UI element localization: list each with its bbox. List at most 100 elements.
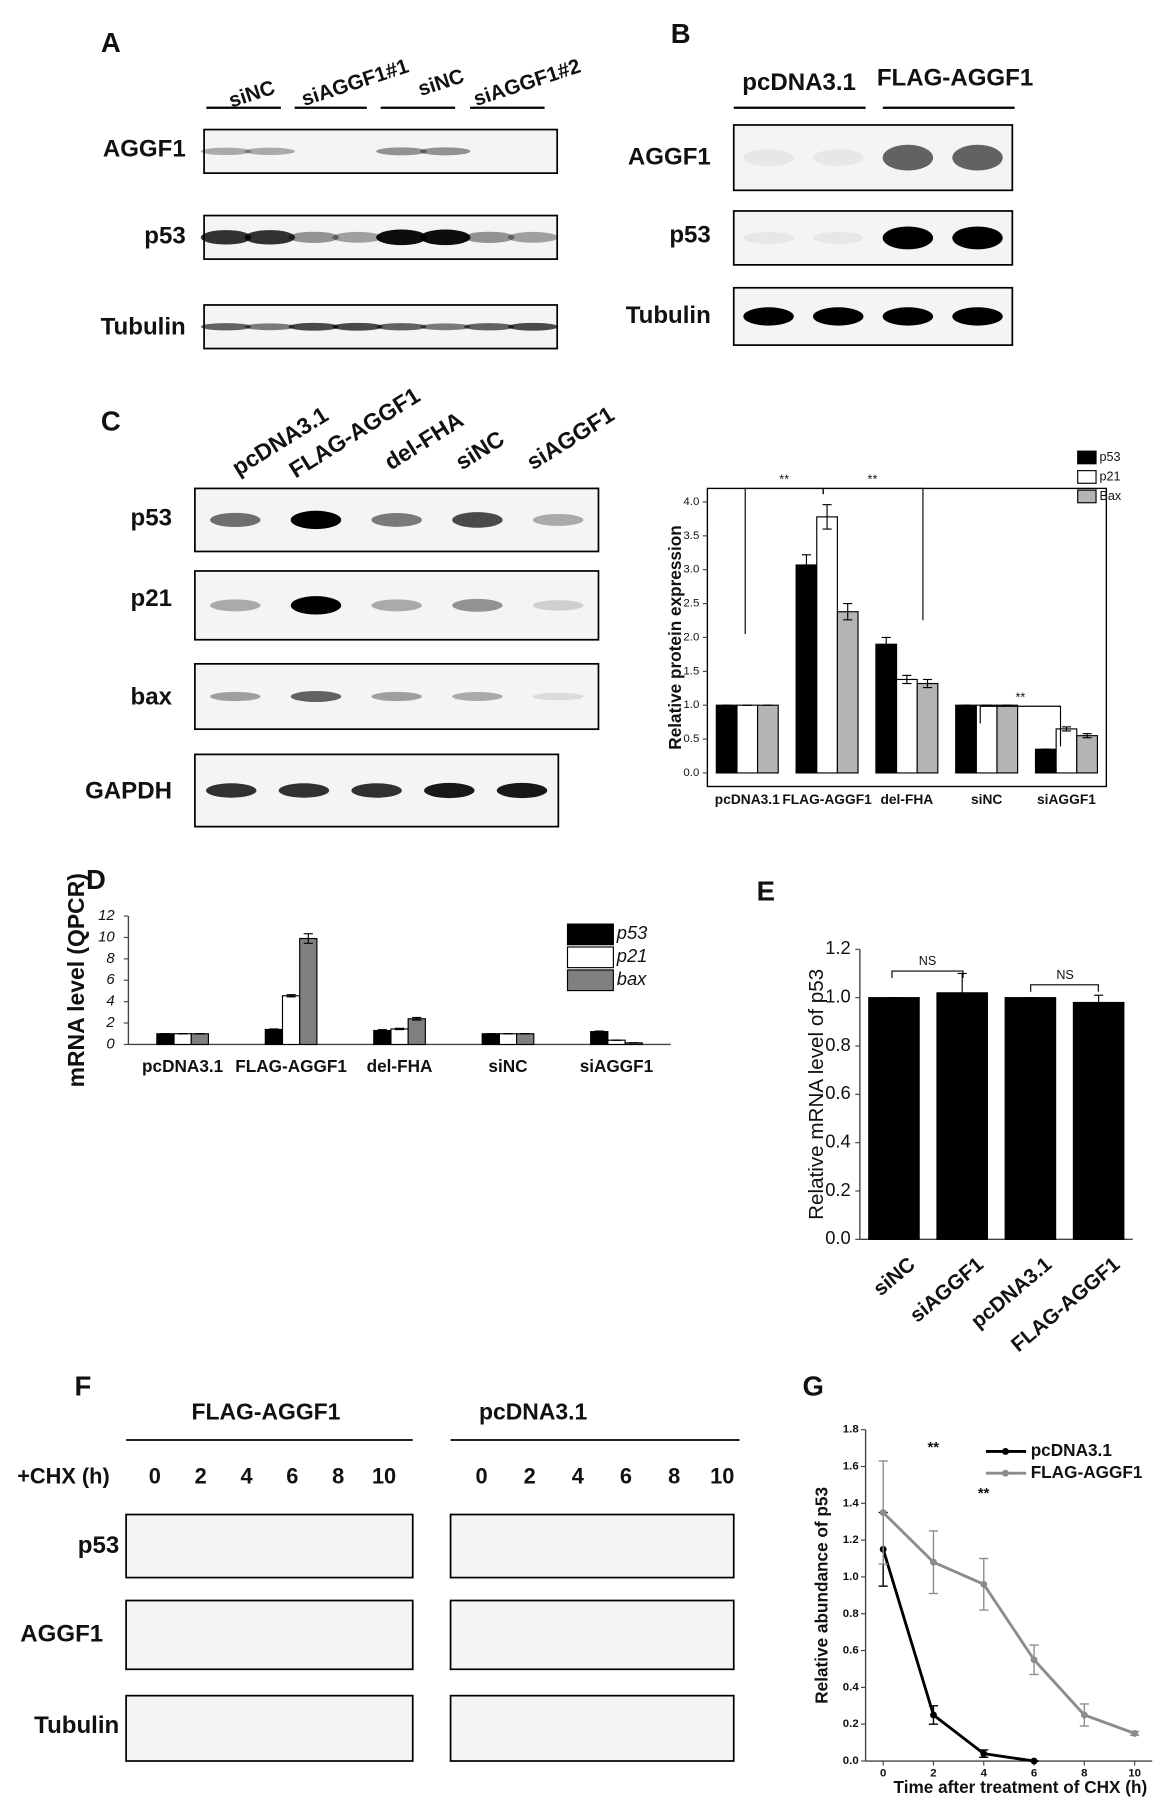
bar bbox=[1004, 997, 1057, 1240]
legend-swatch bbox=[566, 923, 614, 946]
band bbox=[743, 307, 794, 326]
y-tick-label: 3.5 bbox=[683, 530, 699, 542]
band bbox=[507, 231, 559, 243]
band bbox=[507, 322, 559, 331]
bar bbox=[1034, 748, 1057, 774]
band bbox=[813, 307, 864, 326]
error-bar bbox=[881, 636, 891, 652]
y-tick-label: 3.0 bbox=[683, 564, 699, 576]
band bbox=[290, 510, 342, 530]
x-axis-label: Time after treatment of CHX (h) bbox=[894, 1777, 1148, 1797]
row-label: Tubulin bbox=[101, 313, 186, 340]
error-bar bbox=[286, 994, 296, 998]
bar bbox=[1072, 1001, 1125, 1240]
band bbox=[288, 231, 339, 243]
y-tick-label: 1.5 bbox=[683, 665, 699, 677]
blot-frame bbox=[125, 1694, 414, 1762]
error-bar bbox=[1082, 733, 1092, 739]
band bbox=[532, 513, 584, 526]
point bbox=[1131, 1729, 1139, 1737]
lane-label: siAGGF1#1 bbox=[299, 55, 412, 111]
row-label: p53 bbox=[144, 223, 185, 250]
time-tick: 0 bbox=[475, 1464, 487, 1489]
row-label: p53 bbox=[669, 222, 710, 249]
legend-label: Bax bbox=[1099, 489, 1121, 503]
y-tick-label: 1.2 bbox=[825, 937, 850, 958]
y-tick-label: 0.0 bbox=[683, 767, 699, 779]
y-tick-label: 0.8 bbox=[843, 1608, 860, 1620]
band bbox=[424, 782, 475, 799]
bracket bbox=[822, 487, 924, 621]
point bbox=[879, 1509, 887, 1516]
panel-label: F bbox=[75, 1371, 92, 1402]
bar bbox=[936, 992, 988, 1240]
y-tick-label: 0.8 bbox=[825, 1034, 850, 1055]
bar bbox=[373, 1029, 392, 1046]
bracket bbox=[979, 705, 1062, 747]
band bbox=[200, 147, 252, 156]
band bbox=[813, 149, 864, 167]
legend-swatch bbox=[566, 946, 614, 969]
time-tick: 4 bbox=[240, 1464, 252, 1489]
row-label: bax bbox=[131, 684, 173, 711]
y-axis-label: Relative mRNA level of p53 bbox=[805, 969, 828, 1220]
error-bar bbox=[1061, 726, 1072, 732]
band bbox=[452, 692, 503, 701]
blot-frame bbox=[449, 1694, 735, 1762]
row-label: AGGF1 bbox=[628, 144, 711, 171]
band bbox=[882, 226, 934, 250]
x-tick-label: 6 bbox=[1031, 1768, 1037, 1780]
y-tick-label: 2 bbox=[105, 1015, 115, 1031]
band bbox=[532, 692, 584, 701]
y-tick-label: 1.0 bbox=[843, 1571, 859, 1583]
panel-label: C bbox=[101, 405, 121, 436]
band bbox=[952, 226, 1003, 250]
y-tick-label: 2.0 bbox=[683, 631, 699, 643]
band bbox=[290, 596, 342, 615]
time-tick: 8 bbox=[332, 1464, 344, 1489]
bar bbox=[1076, 735, 1098, 774]
y-tick-label: 8 bbox=[106, 951, 115, 967]
error-bar bbox=[922, 678, 933, 689]
time-tick: 6 bbox=[286, 1464, 298, 1489]
legend-label: pcDNA3.1 bbox=[1031, 1440, 1113, 1460]
x-tick-label: siNC bbox=[869, 1253, 920, 1301]
band bbox=[743, 149, 794, 167]
y-tick-label: 2.5 bbox=[683, 598, 699, 610]
error-bar bbox=[902, 674, 912, 685]
x-tick-label: FLAG-AGGF1 bbox=[782, 792, 872, 807]
legend-swatch bbox=[1077, 450, 1097, 465]
bar bbox=[715, 704, 738, 774]
bar bbox=[836, 611, 859, 774]
series-line bbox=[881, 1548, 1035, 1763]
bracket bbox=[1030, 984, 1099, 992]
error-bar bbox=[594, 1030, 604, 1033]
x-tick-label: del-FHA bbox=[367, 1056, 433, 1076]
x-tick-label: siNC bbox=[971, 792, 1002, 807]
y-tick-label: 0.6 bbox=[825, 1082, 850, 1103]
y-tick-label: 0.0 bbox=[825, 1227, 850, 1248]
band bbox=[351, 783, 402, 798]
bar bbox=[736, 704, 759, 774]
error-bar bbox=[303, 933, 313, 944]
y-tick-label: 10 bbox=[98, 929, 115, 945]
panel-label: B bbox=[671, 18, 691, 49]
band bbox=[463, 323, 515, 331]
annotation: ** bbox=[779, 473, 789, 487]
band bbox=[452, 512, 503, 528]
band bbox=[882, 144, 934, 171]
time-tick: 2 bbox=[524, 1464, 536, 1489]
row-label: AGGF1 bbox=[20, 1620, 103, 1647]
legend-label: p53 bbox=[616, 922, 648, 943]
bar bbox=[916, 682, 939, 774]
bar bbox=[390, 1028, 409, 1046]
blot-frame bbox=[125, 1513, 414, 1579]
y-tick-label: 12 bbox=[98, 908, 115, 924]
band bbox=[420, 323, 471, 331]
band bbox=[244, 323, 296, 331]
band bbox=[420, 147, 471, 156]
panel-label: A bbox=[101, 27, 121, 58]
bar bbox=[868, 997, 920, 1240]
lane-label: siNC bbox=[415, 64, 467, 100]
